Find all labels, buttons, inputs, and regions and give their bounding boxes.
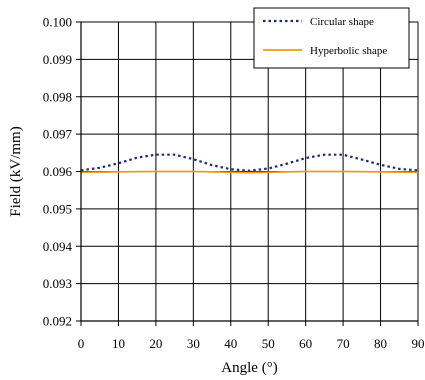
x-tick-label: 20 <box>149 336 162 351</box>
y-tick-label: 0.098 <box>43 89 72 104</box>
series-line-hyperbolic <box>80 170 419 174</box>
y-tick-label: 0.096 <box>43 164 73 179</box>
x-axis-title: Angle (°) <box>221 360 277 376</box>
y-tick-label: 0.099 <box>43 52 72 67</box>
y-tick-label: 0.092 <box>43 314 72 329</box>
x-tick-label: 50 <box>262 336 275 351</box>
legend-label-circular: Circular shape <box>310 16 374 28</box>
y-axis-title: Field (kV/mm) <box>8 126 24 216</box>
tick-labels: 0 10 20 30 40 50 60 70 80 90 0.092 0.093 0.094 0.095 0… <box>43 15 425 352</box>
series-layer <box>80 153 419 174</box>
axes <box>76 21 419 326</box>
y-tick-label: 0.097 <box>43 127 73 142</box>
legend: Circular shape Hyperbolic shape <box>253 7 410 69</box>
x-tick-label: 40 <box>224 336 237 351</box>
x-tick-label: 80 <box>374 336 387 351</box>
series-line-circular <box>80 153 419 172</box>
y-tick-label: 0.100 <box>43 15 72 30</box>
y-tick-label: 0.095 <box>43 201 72 216</box>
y-tick-label: 0.093 <box>43 276 72 291</box>
x-tick-label: 90 <box>412 336 425 351</box>
x-tick-label: 10 <box>112 336 125 351</box>
legend-box <box>253 7 410 69</box>
legend-label-hyperbolic: Hyperbolic shape <box>310 45 387 57</box>
x-tick-label: 30 <box>187 336 200 351</box>
y-tick-label: 0.094 <box>43 239 73 254</box>
x-tick-label: 60 <box>299 336 312 351</box>
x-tick-label: 0 <box>78 336 85 351</box>
x-tick-label: 70 <box>337 336 350 351</box>
